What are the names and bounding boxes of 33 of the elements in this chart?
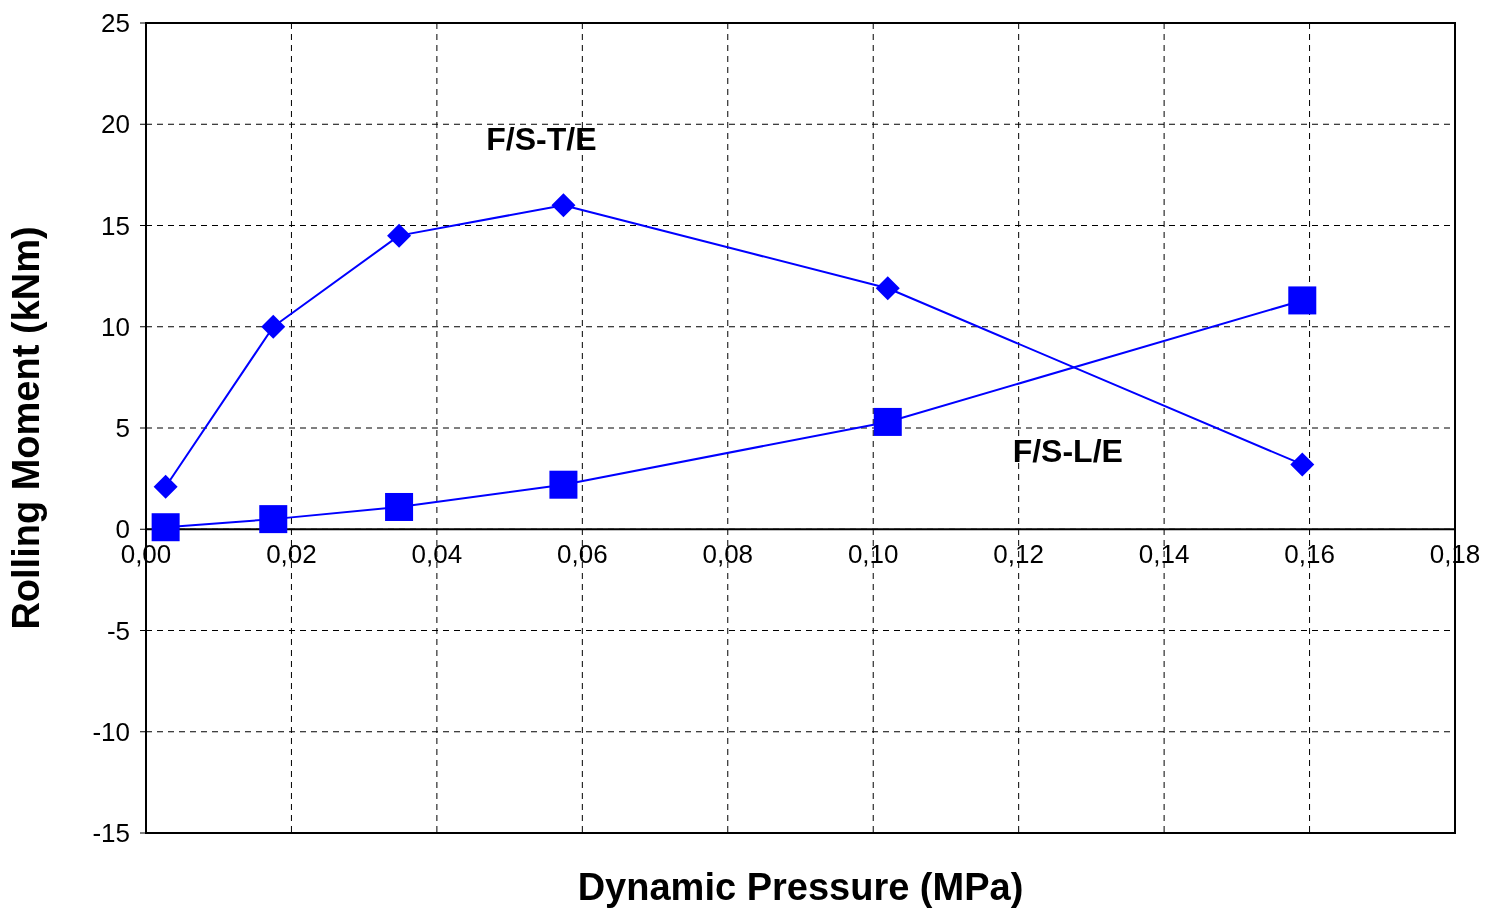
y-tick-label: -15: [92, 818, 130, 848]
series-label: F/S-T/E: [486, 121, 597, 158]
x-tick-label: 0,14: [1138, 539, 1190, 570]
y-tick-label: 10: [101, 311, 130, 342]
x-tick-label: 0,12: [993, 539, 1044, 570]
point: [875, 276, 900, 301]
point: [549, 470, 578, 499]
point: [259, 505, 288, 534]
point: [873, 407, 902, 436]
x-tick-label: 0,06: [557, 539, 608, 570]
point: [551, 193, 576, 218]
x-tick-label: 0,10: [847, 539, 899, 570]
series-label: F/S-L/E: [1012, 432, 1123, 469]
y-tick-label: 5: [115, 413, 130, 443]
y-tick-label: 15: [101, 210, 130, 241]
point: [387, 223, 412, 248]
point: [1288, 286, 1317, 315]
x-tick-label: 0,02: [266, 539, 317, 570]
y-tick-label: -10: [92, 716, 130, 747]
y-tick-label: 25: [101, 8, 130, 38]
point: [385, 492, 414, 521]
point: [153, 474, 178, 499]
y-tick-label: 0: [115, 514, 130, 545]
x-axis-title: Dynamic Pressure (MPa): [577, 866, 1024, 908]
x-tick-label: 0,16: [1284, 539, 1335, 570]
point: [261, 314, 286, 339]
y-tick-label: -5: [106, 615, 130, 646]
point: [1290, 452, 1315, 477]
y-tick-label: 20: [101, 109, 130, 140]
x-tick-label: 0,04: [411, 539, 463, 570]
point: [151, 513, 180, 542]
y-axis-title: Rolling Moment (kNm): [5, 226, 48, 630]
x-tick-label: 0,08: [702, 539, 754, 570]
